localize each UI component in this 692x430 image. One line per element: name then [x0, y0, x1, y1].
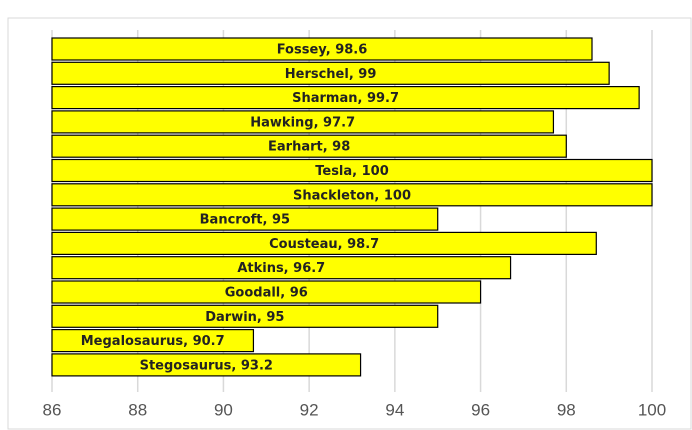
bar	[51, 353, 362, 377]
bar	[51, 280, 482, 304]
bar	[51, 134, 567, 158]
bar	[51, 158, 653, 183]
data-label: Earhart, 98	[268, 140, 350, 155]
x-tick-label: 94	[385, 400, 404, 419]
data-label: Goodall, 96	[225, 286, 308, 301]
data-label: Herschel, 99	[285, 67, 377, 82]
x-tick-label: 86	[43, 400, 62, 419]
bar	[51, 85, 640, 110]
bar	[51, 231, 597, 255]
bar	[51, 37, 593, 61]
data-label: Atkins, 96.7	[237, 261, 325, 276]
bar	[51, 61, 610, 85]
data-label: Cousteau, 98.7	[269, 237, 379, 252]
x-tick-label: 96	[471, 400, 490, 419]
data-label: Darwin, 95	[205, 310, 284, 325]
data-label: Megalosaurus, 90.7	[81, 334, 225, 349]
x-tick-label: 92	[300, 400, 319, 419]
data-label: Shackleton, 100	[293, 188, 411, 203]
bar	[51, 183, 653, 207]
bar	[51, 304, 439, 328]
bar	[51, 329, 255, 353]
data-label: Hawking, 97.7	[250, 115, 355, 130]
bar	[51, 256, 512, 280]
data-label: Stegosaurus, 93.2	[140, 358, 273, 373]
data-label: Bancroft, 95	[200, 213, 290, 228]
data-label: Tesla, 100	[315, 164, 389, 179]
bar	[51, 110, 555, 134]
x-tick-label: 98	[557, 400, 576, 419]
x-tick-label: 88	[128, 400, 147, 419]
bar	[51, 207, 439, 231]
data-label: Fossey, 98.6	[277, 43, 368, 58]
x-tick-label: 90	[214, 400, 233, 419]
data-label: Sharman, 99.7	[292, 91, 399, 106]
x-tick-label: 100	[638, 400, 666, 419]
